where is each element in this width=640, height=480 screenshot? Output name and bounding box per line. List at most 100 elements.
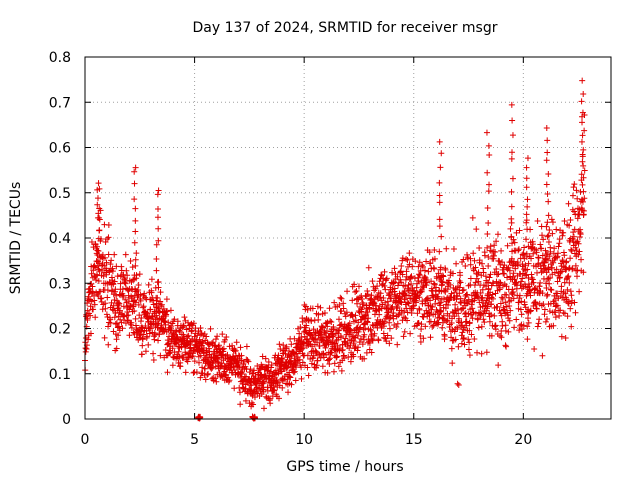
data-point bbox=[277, 346, 284, 353]
data-point bbox=[309, 305, 316, 312]
data-point bbox=[401, 288, 408, 295]
data-point bbox=[451, 289, 458, 296]
data-point bbox=[515, 246, 522, 253]
data-point bbox=[572, 309, 579, 316]
data-point bbox=[543, 285, 550, 292]
data-point bbox=[257, 371, 264, 378]
data-point bbox=[102, 239, 109, 246]
data-point bbox=[399, 255, 406, 262]
data-point bbox=[545, 239, 552, 246]
data-point bbox=[415, 271, 422, 278]
data-point bbox=[225, 378, 232, 385]
data-point bbox=[510, 295, 517, 302]
data-point bbox=[87, 330, 94, 337]
data-point bbox=[132, 315, 139, 322]
data-point bbox=[273, 378, 280, 385]
data-point bbox=[498, 312, 505, 319]
data-point bbox=[534, 218, 541, 225]
data-point bbox=[542, 265, 549, 272]
data-point bbox=[336, 302, 343, 309]
data-point bbox=[191, 333, 198, 340]
data-point bbox=[298, 375, 305, 382]
data-point bbox=[349, 297, 356, 304]
data-point bbox=[477, 290, 484, 297]
data-point bbox=[564, 274, 571, 281]
data-point bbox=[347, 329, 354, 336]
data-point bbox=[91, 297, 98, 304]
data-point bbox=[470, 250, 477, 257]
data-point bbox=[394, 320, 401, 327]
data-point bbox=[486, 318, 493, 325]
data-point bbox=[472, 264, 479, 271]
data-point bbox=[497, 310, 504, 317]
data-point bbox=[335, 327, 342, 334]
data-point bbox=[267, 400, 274, 407]
data-point bbox=[137, 297, 144, 304]
data-point bbox=[555, 243, 562, 250]
data-point bbox=[522, 262, 529, 269]
data-point bbox=[579, 132, 586, 139]
data-point bbox=[410, 305, 417, 312]
data-point bbox=[564, 313, 571, 320]
data-point bbox=[536, 283, 543, 290]
data-point bbox=[418, 286, 425, 293]
data-point bbox=[573, 247, 580, 254]
data-point bbox=[461, 297, 468, 304]
data-point bbox=[104, 294, 111, 301]
data-point bbox=[261, 405, 267, 412]
data-point bbox=[523, 175, 530, 182]
data-point bbox=[328, 318, 335, 325]
data-point bbox=[361, 355, 368, 362]
data-point bbox=[476, 245, 483, 252]
data-point bbox=[550, 250, 557, 257]
data-point bbox=[524, 155, 531, 162]
data-point bbox=[112, 310, 119, 317]
data-point bbox=[554, 278, 561, 285]
data-point bbox=[422, 323, 429, 330]
data-point bbox=[509, 248, 516, 255]
data-point bbox=[518, 278, 525, 285]
data-point bbox=[452, 336, 459, 343]
data-point bbox=[435, 270, 442, 277]
data-point bbox=[158, 301, 165, 308]
data-point bbox=[131, 239, 138, 246]
data-point bbox=[318, 331, 325, 338]
data-point bbox=[94, 195, 101, 202]
data-point bbox=[516, 295, 523, 302]
data-point bbox=[523, 219, 530, 226]
data-point bbox=[358, 296, 365, 303]
data-point bbox=[393, 323, 400, 330]
data-point bbox=[549, 230, 556, 237]
data-point bbox=[539, 352, 546, 359]
data-point bbox=[510, 270, 517, 277]
data-point bbox=[511, 324, 518, 331]
data-point bbox=[197, 324, 204, 331]
data-point bbox=[201, 365, 208, 372]
data-point bbox=[580, 146, 587, 153]
data-point bbox=[523, 217, 530, 224]
data-point bbox=[162, 321, 169, 328]
data-point bbox=[523, 211, 530, 218]
data-point bbox=[448, 290, 455, 297]
data-point bbox=[148, 276, 155, 283]
data-point bbox=[103, 311, 110, 318]
data-point bbox=[202, 376, 209, 383]
data-point bbox=[344, 288, 351, 295]
data-point bbox=[436, 199, 443, 206]
data-point bbox=[112, 320, 119, 327]
data-point bbox=[545, 171, 552, 178]
data-point bbox=[113, 336, 120, 343]
data-point bbox=[427, 297, 434, 304]
data-point bbox=[292, 377, 299, 384]
data-point bbox=[107, 261, 114, 268]
data-point bbox=[369, 336, 376, 343]
data-point bbox=[122, 251, 129, 258]
data-point bbox=[132, 288, 139, 295]
data-point bbox=[580, 174, 587, 181]
data-point bbox=[421, 267, 428, 274]
data-point bbox=[232, 347, 239, 354]
data-point bbox=[335, 316, 342, 323]
data-point bbox=[499, 322, 506, 329]
data-point bbox=[315, 316, 322, 323]
data-point bbox=[456, 278, 463, 285]
